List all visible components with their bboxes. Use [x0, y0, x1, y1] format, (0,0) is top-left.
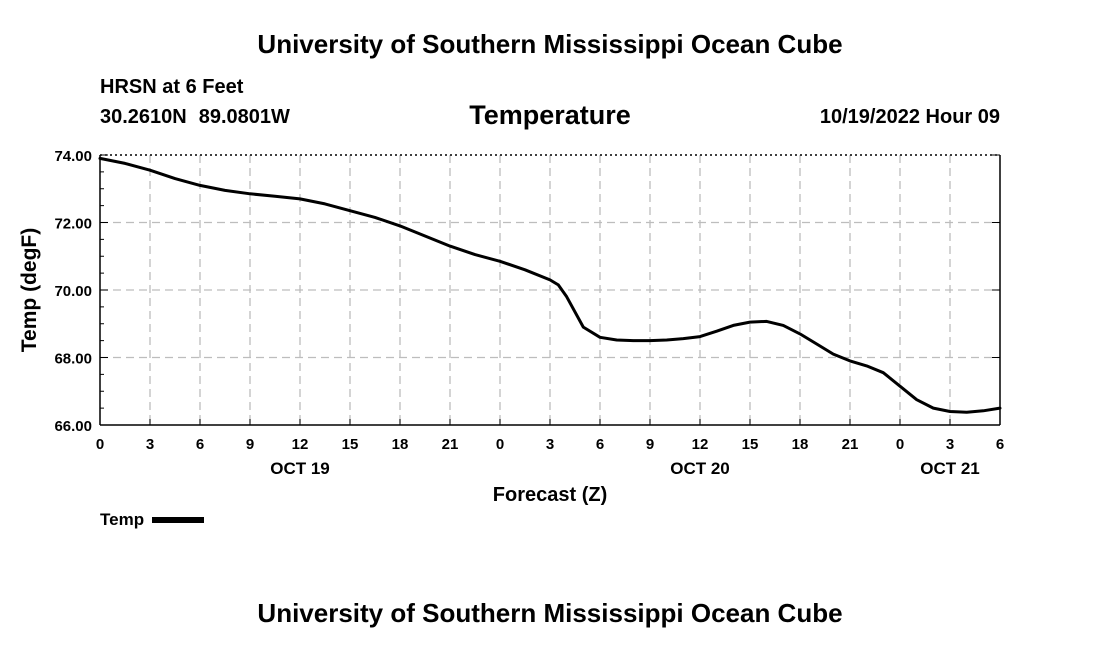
x-tick-label: 18 [792, 436, 809, 453]
x-axis-title: Forecast (Z) [493, 484, 607, 506]
x-tick-label: 3 [946, 436, 954, 453]
date-label: OCT 21 [920, 459, 980, 478]
grid [100, 155, 1000, 425]
y-tick-label: 72.00 [54, 216, 92, 233]
x-tick-label: 0 [96, 436, 104, 453]
x-tick-label: 15 [342, 436, 359, 453]
x-tick-label: 12 [692, 436, 709, 453]
legend-label: Temp [100, 510, 145, 529]
y-tick-label: 66.00 [54, 418, 92, 435]
variable-title: Temperature [469, 100, 631, 130]
date-label: OCT 19 [270, 459, 330, 478]
date-label: OCT 20 [670, 459, 730, 478]
x-tick-label: 0 [896, 436, 904, 453]
series [98, 156, 1002, 414]
x-tick-label: 9 [246, 436, 254, 453]
coordinates: 30.2610N 89.0801W [100, 106, 290, 129]
footer-title: University of Southern Mississippi Ocean… [257, 598, 843, 628]
x-tick-label: 15 [742, 436, 759, 453]
x-tick-label: 6 [196, 436, 204, 453]
x-tick-label: 12 [292, 436, 309, 453]
x-tick-label: 6 [996, 436, 1004, 453]
y-axis-title: Temp (degF) [18, 228, 41, 352]
x-tick-label: 18 [392, 436, 409, 453]
latitude: 30.2610N [100, 106, 187, 128]
x-tick-label: 21 [842, 436, 859, 453]
x-tick-label: 21 [442, 436, 459, 453]
temp-series-line [98, 156, 1002, 414]
station-label: HRSN at 6 Feet [100, 76, 244, 98]
x-tick-label: 3 [546, 436, 554, 453]
axes [99, 154, 1001, 426]
forecast-timestamp: 10/19/2022 Hour 09 [819, 106, 1000, 128]
y-tick-label: 70.00 [54, 283, 92, 300]
x-tick-label: 0 [496, 436, 504, 453]
legend-line-swatch [152, 517, 205, 523]
longitude: 89.0801W [198, 106, 290, 128]
x-tick-label: 6 [596, 436, 604, 453]
y-tick-label: 74.00 [54, 148, 92, 165]
x-tick-label: 3 [146, 436, 154, 453]
chart-title: University of Southern Mississippi Ocean… [257, 29, 843, 59]
x-tick-label: 9 [646, 436, 654, 453]
axis-labels: 0 3 6 9 12 15 18 21 0 3 6 9 12 15 18 21 0 3 6 74.00 72.00 70.… [18, 148, 1004, 506]
legend: Temp [100, 510, 205, 530]
y-tick-label: 68.00 [54, 351, 92, 368]
